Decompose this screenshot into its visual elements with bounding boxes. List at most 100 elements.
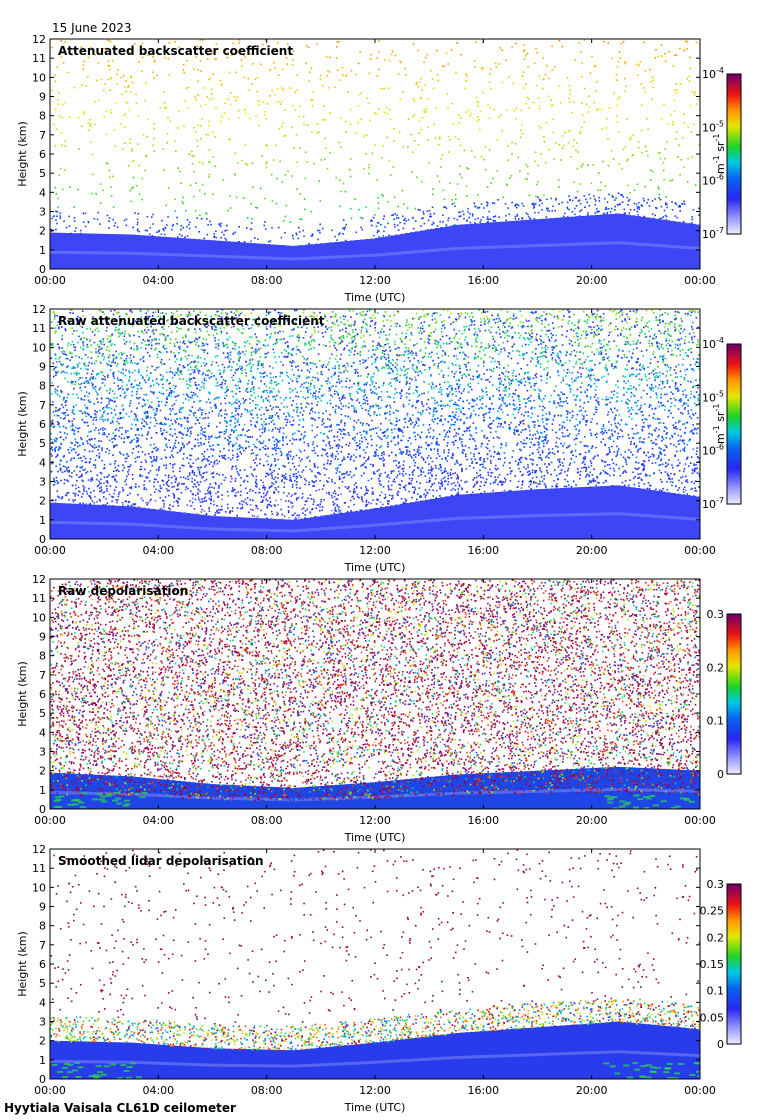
y-tick-label: 3 [39,476,46,489]
x-tick-label: 16:00 [467,274,499,287]
x-axis-label: Time (UTC) [344,291,406,304]
y-tick-label: 0 [39,263,46,276]
y-tick-label: 7 [39,669,46,682]
x-axis-label: Time (UTC) [344,561,406,574]
y-tick-label: 6 [39,958,46,971]
heatmap-area [50,309,700,539]
y-tick-label: 8 [39,920,46,933]
instrument-caption: Hyytiala Vaisala CL61D ceilometer [4,1101,236,1115]
y-tick-label: 11 [32,592,46,605]
colorbar-unit-label: m-1 sr-1 [712,134,727,174]
x-tick-label: 16:00 [467,1084,499,1097]
colorbar-tick-label: 10-6 [702,173,724,188]
x-tick-label: 08:00 [251,814,283,827]
colorbar-tick-label: 0.15 [700,958,725,971]
colorbar-tick-label: 10-6 [702,443,724,458]
x-tick-label: 16:00 [467,544,499,557]
y-tick-label: 12 [32,843,46,856]
x-tick-label: 20:00 [576,814,608,827]
colorbar-tick-label: 0.1 [707,715,725,728]
colorbar-tick-label: 0.3 [707,608,725,621]
x-tick-label: 08:00 [251,544,283,557]
x-tick-label: 08:00 [251,1084,283,1097]
y-tick-label: 11 [32,322,46,335]
heatmap-area [50,849,700,1079]
y-tick-label: 3 [39,746,46,759]
colorbar: 10-7 10-6 10-5 10-4 m-1 sr-1 [702,66,742,241]
colorbar: 10-7 10-6 10-5 10-4 m-1 sr-1 [702,336,742,511]
y-tick-label: 1 [39,1054,46,1067]
colorbar-tick-label: 10-4 [702,336,724,351]
y-tick-label: 0 [39,1073,46,1086]
colorbar-tick-label: 0.2 [707,661,725,674]
x-tick-label: 20:00 [576,274,608,287]
y-axis-label: Height (km) [16,661,29,727]
y-tick-label: 9 [39,361,46,374]
y-tick-label: 12 [32,573,46,586]
y-tick-label: 4 [39,726,46,739]
y-axis-label: Height (km) [16,931,29,997]
x-tick-label: 00:00 [684,1084,716,1097]
heatmap-area [50,579,700,809]
x-tick-label: 12:00 [359,1084,391,1097]
colorbar-tick-label: 10-7 [702,226,724,241]
y-tick-label: 0 [39,803,46,816]
y-tick-label: 7 [39,399,46,412]
y-tick-label: 10 [32,71,46,84]
y-tick-label: 6 [39,418,46,431]
panel-title: Raw attenuated backscatter coefficient [58,314,325,328]
y-tick-label: 3 [39,1016,46,1029]
y-tick-label: 8 [39,110,46,123]
x-tick-label: 00:00 [684,544,716,557]
panel-title: Attenuated backscatter coefficient [58,44,293,58]
x-tick-label: 20:00 [576,544,608,557]
x-tick-label: 12:00 [359,274,391,287]
y-tick-label: 2 [39,1035,46,1048]
x-tick-label: 04:00 [142,544,174,557]
y-tick-label: 11 [32,52,46,65]
x-tick-label: 00:00 [34,1084,66,1097]
y-tick-label: 10 [32,341,46,354]
x-tick-label: 12:00 [359,544,391,557]
y-tick-label: 9 [39,901,46,914]
y-tick-label: 4 [39,186,46,199]
x-tick-label: 00:00 [684,274,716,287]
y-tick-label: 5 [39,977,46,990]
x-tick-label: 16:00 [467,814,499,827]
y-tick-label: 11 [32,862,46,875]
colorbar-tick-label: 0.25 [700,905,725,918]
y-tick-label: 10 [32,881,46,894]
y-tick-label: 4 [39,996,46,1009]
y-tick-label: 2 [39,495,46,508]
y-tick-label: 9 [39,631,46,644]
y-axis-label: Height (km) [16,391,29,457]
y-tick-label: 10 [32,611,46,624]
y-tick-label: 6 [39,148,46,161]
colorbar-tick-label: 10-4 [702,66,724,81]
x-tick-label: 04:00 [142,274,174,287]
x-tick-label: 20:00 [576,1084,608,1097]
colorbar-tick-label: 0 [717,1038,724,1051]
colorbar-tick-label: 0.2 [707,931,725,944]
heatmap-area [50,39,700,269]
date-label: 15 June 2023 [52,21,132,35]
y-tick-label: 9 [39,91,46,104]
x-tick-label: 00:00 [34,544,66,557]
x-tick-label: 00:00 [34,274,66,287]
panel-2: Raw attenuated backscatter coefficient 0 1… [16,303,742,574]
panel-title: Raw depolarisation [58,584,188,598]
colorbar: 0 0.05 0.1 0.15 0.2 0.25 0.3 [700,878,742,1051]
x-tick-label: 12:00 [359,814,391,827]
x-tick-label: 00:00 [684,814,716,827]
panel-4: Smoothed lidar depolarisation01234567891… [16,843,742,1114]
panel-title: Smoothed lidar depolarisation [58,854,264,868]
colorbar: 0 0.1 0.2 0.3 [707,608,742,781]
x-axis-label: Time (UTC) [344,1101,406,1114]
y-tick-label: 0 [39,533,46,546]
y-tick-label: 3 [39,206,46,219]
x-tick-label: 00:00 [34,814,66,827]
colorbar-tick-label: 0 [717,768,724,781]
y-tick-label: 6 [39,688,46,701]
